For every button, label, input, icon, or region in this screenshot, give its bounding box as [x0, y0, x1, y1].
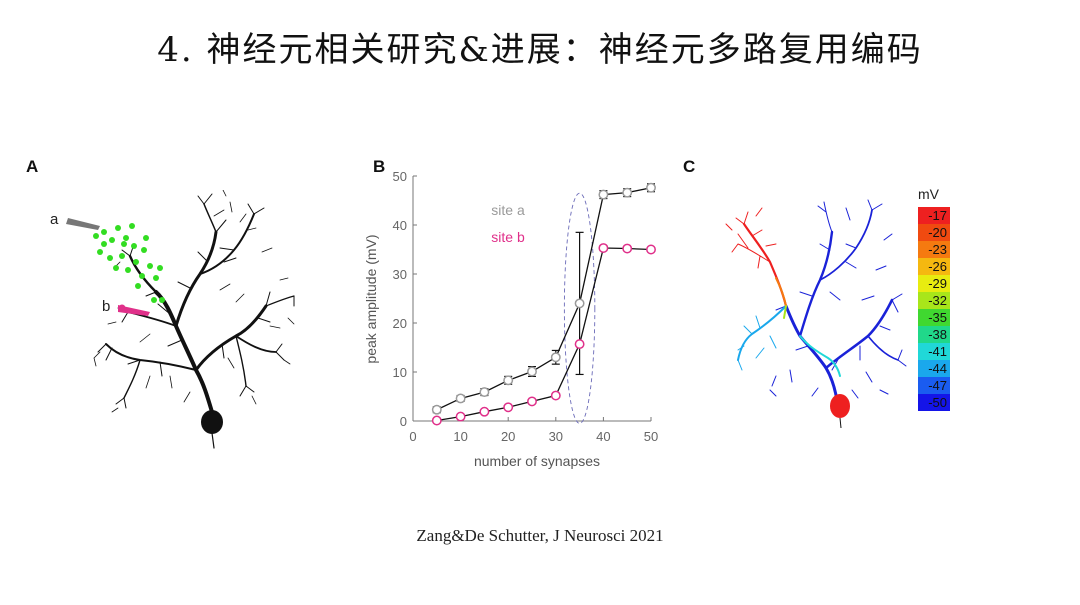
colorbar-swatch: -41	[918, 343, 950, 360]
data-point	[527, 396, 537, 407]
colorbar-swatch: -20	[918, 224, 950, 241]
panel-c-label: C	[683, 157, 696, 176]
synapse-markers	[93, 223, 165, 303]
slide-title: 4. 神经元相关研究&进展：神经元多路复用编码	[157, 30, 923, 70]
colorbar-swatch: -23	[918, 241, 950, 258]
citation: Zang&De Schutter, J Neurosci 2021	[416, 526, 664, 545]
colorbar-swatch: -38	[918, 326, 950, 343]
site-b-label: b	[102, 298, 110, 315]
data-point	[527, 366, 537, 377]
x-tick-label: 50	[644, 429, 658, 444]
x-tick-label: 20	[501, 429, 515, 444]
y-tick-label: 10	[393, 365, 407, 380]
voltage-colorbar: -17 -20 -23 -26 -29 -32 -35 -38 -41 -44 -47 -50	[918, 207, 950, 411]
y-tick-label: 0	[400, 414, 407, 429]
panel-a-neuron-figure: a b	[50, 190, 295, 449]
series-1	[431, 243, 656, 426]
data-point	[574, 339, 585, 350]
panel-c-voltage-map-figure	[725, 199, 907, 429]
legend-site-b: site b	[491, 229, 525, 245]
data-point	[622, 187, 633, 198]
colorbar-unit: mV	[918, 186, 939, 202]
electrode-b-icon	[118, 305, 150, 316]
neuron-soma	[201, 410, 223, 434]
data-point	[598, 243, 609, 253]
legend-site-a: site a	[491, 202, 525, 218]
data-point	[503, 375, 514, 386]
data-point	[431, 415, 442, 426]
x-tick-label: 30	[549, 429, 563, 444]
colorbar-swatch: -44	[918, 360, 950, 377]
series-0	[431, 182, 656, 415]
data-point	[598, 189, 609, 200]
data-point	[431, 404, 442, 415]
colorbar-swatch: -50	[918, 394, 950, 411]
series-line	[436, 187, 652, 411]
dashed-ellipse	[563, 192, 596, 424]
colorbar-swatch: -17	[918, 207, 950, 224]
soma-red	[830, 394, 850, 418]
panel-b-label: B	[373, 157, 386, 176]
data-point	[479, 387, 490, 398]
chart-series	[431, 182, 656, 426]
colorbar-swatch: -26	[918, 258, 950, 275]
x-tick-label: 40	[596, 429, 610, 444]
purkinje-neuron-black	[93, 190, 295, 449]
y-tick-label: 40	[393, 218, 407, 233]
x-tick-label: 0	[409, 429, 416, 444]
chart-annotation	[563, 192, 596, 424]
y-tick-label: 30	[393, 267, 407, 282]
data-point	[550, 352, 561, 363]
data-point	[503, 402, 514, 413]
data-point	[646, 244, 656, 255]
series-line	[436, 247, 652, 422]
x-axis-label: number of synapses	[474, 453, 600, 469]
site-a-label: a	[50, 211, 59, 228]
y-tick-label: 50	[393, 169, 407, 184]
colorbar-swatch: -32	[918, 292, 950, 309]
data-point	[646, 182, 656, 193]
y-axis-label: peak amplitude (mV)	[363, 234, 379, 363]
neuron-voltage-map	[725, 199, 907, 410]
data-point	[479, 406, 490, 417]
peak-amplitude-chart: 0 10 20 30 40 50 0 10 20 30 40 50 number of synapse…	[363, 169, 659, 469]
panel-a-label: A	[26, 157, 39, 176]
colorbar-swatch: -35	[918, 309, 950, 326]
chart-axes: 0 10 20 30 40 50 0 10 20 30 40 50	[393, 169, 659, 444]
data-point	[455, 393, 466, 404]
data-point	[455, 411, 466, 422]
x-tick-label: 10	[453, 429, 467, 444]
data-point	[574, 298, 585, 309]
colorbar-swatch: -47	[918, 377, 950, 394]
data-point	[550, 390, 561, 401]
electrode-a-icon	[66, 218, 100, 230]
colorbar-swatch: -29	[918, 275, 950, 292]
y-tick-label: 20	[393, 316, 407, 331]
data-point	[622, 243, 633, 254]
